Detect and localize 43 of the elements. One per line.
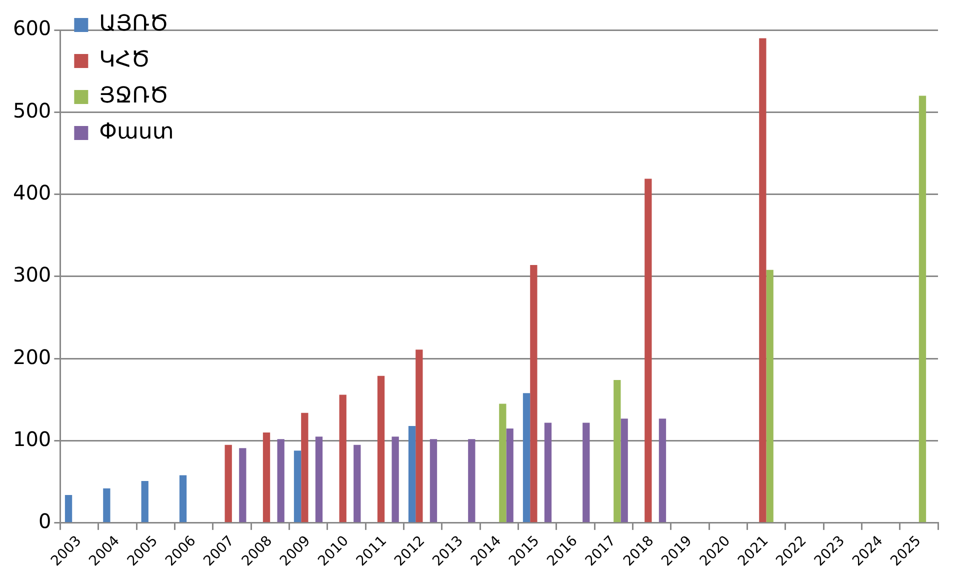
bar	[301, 412, 308, 522]
bar	[354, 444, 361, 522]
bar	[408, 426, 416, 522]
y-tick-label: 0	[38, 509, 52, 534]
bar	[377, 376, 385, 522]
bar	[416, 350, 423, 522]
bar	[759, 38, 766, 522]
bar	[339, 394, 346, 522]
bar	[392, 436, 399, 522]
bar	[103, 488, 110, 522]
bar	[239, 448, 246, 522]
bar	[141, 481, 148, 522]
bar	[658, 418, 666, 522]
bar	[644, 178, 652, 522]
bar	[506, 428, 514, 522]
y-tick-label: 300	[12, 262, 52, 287]
bar	[530, 264, 538, 522]
bar	[430, 439, 438, 522]
bar	[315, 436, 323, 522]
y-tick-label: 400	[12, 180, 52, 205]
bar	[224, 444, 232, 522]
y-tick-label: 100	[12, 426, 52, 451]
y-tick-label: 200	[12, 344, 52, 369]
y-tick-label: 600	[12, 16, 52, 40]
bar	[582, 422, 590, 522]
legend-label: ՅՋՌԾ	[99, 84, 168, 109]
legend-label: Փաստ	[99, 120, 174, 145]
legend-label: ԱՅՌԾ	[99, 12, 168, 37]
bar	[544, 422, 552, 522]
bar	[468, 439, 476, 522]
bar	[294, 450, 302, 522]
bar	[277, 439, 284, 522]
y-tick-label: 500	[12, 98, 52, 122]
bar	[522, 393, 530, 522]
bar	[262, 432, 270, 522]
bar	[614, 380, 621, 522]
bar	[766, 270, 774, 522]
bar	[64, 494, 72, 522]
bar	[918, 96, 926, 522]
legend-label: ԿՀԾ	[99, 48, 150, 73]
bar	[499, 404, 506, 522]
bar	[620, 418, 628, 522]
bar	[179, 475, 187, 522]
